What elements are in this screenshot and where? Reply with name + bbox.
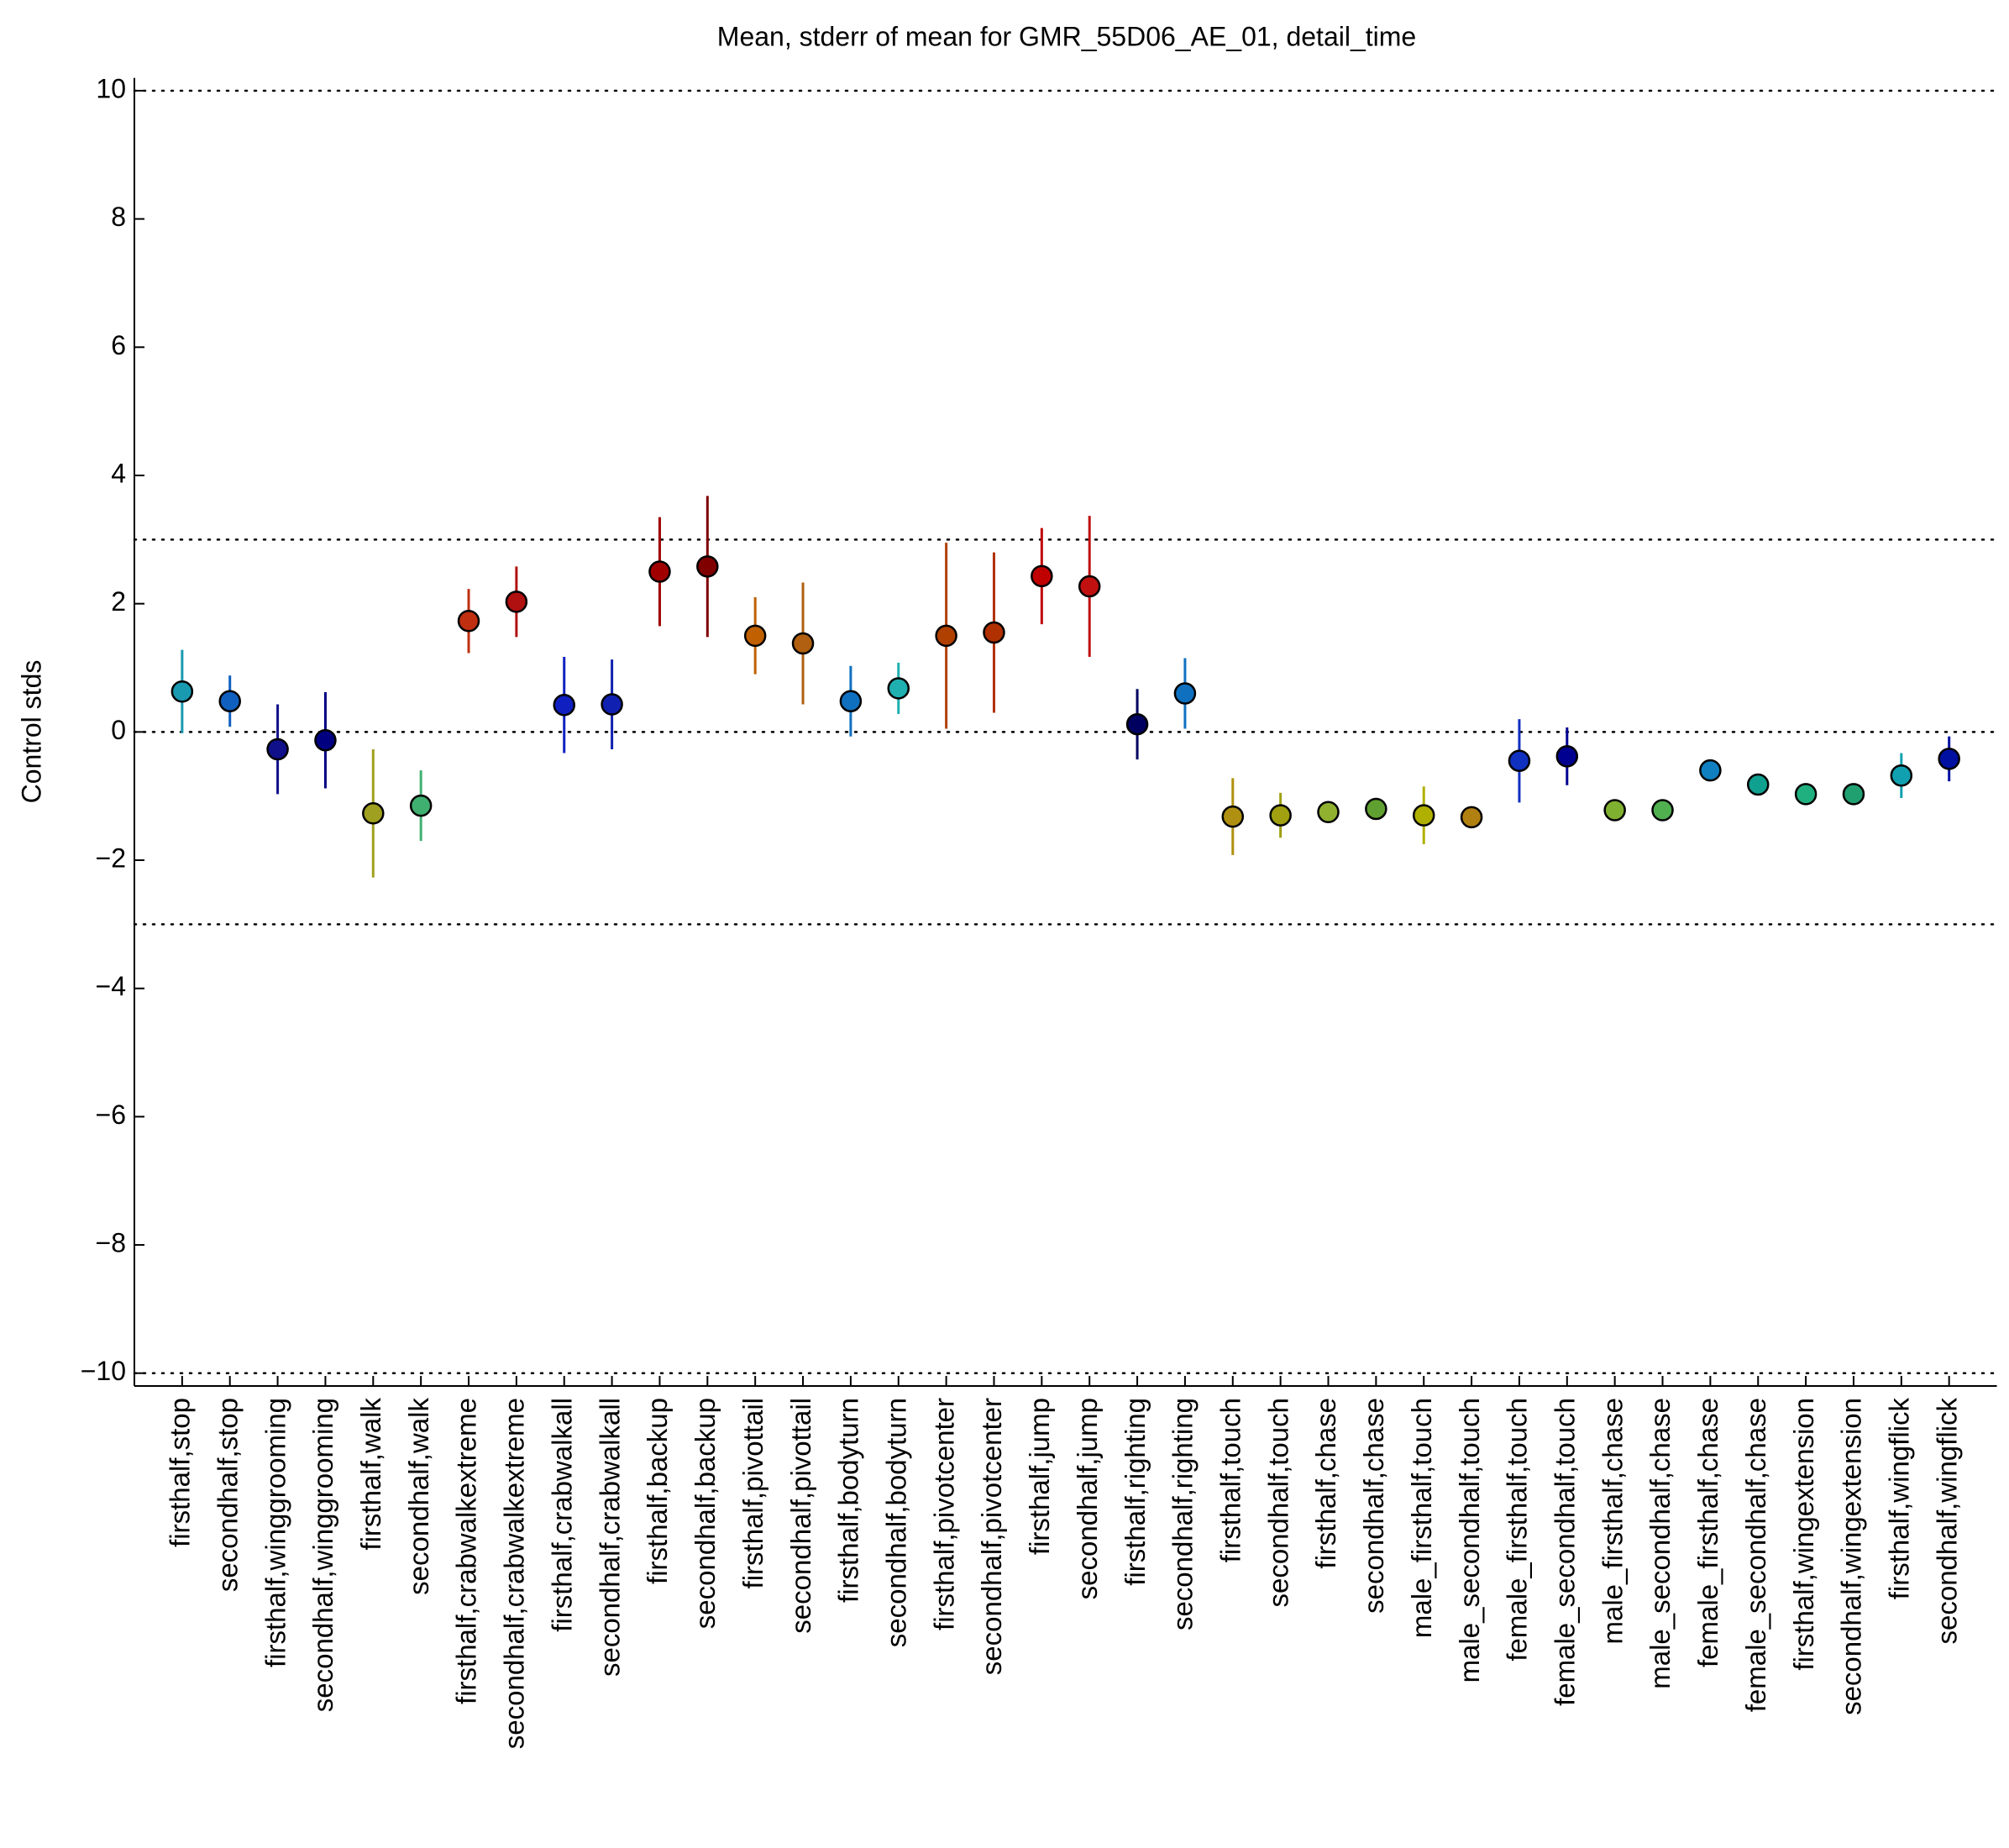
mean-marker	[1125, 712, 1149, 736]
mean-marker	[1890, 764, 1913, 787]
mean-marker	[1078, 575, 1101, 598]
x-tick-label: secondhalf,chase	[1358, 1398, 1389, 1614]
x-tick-label: firsthalf,wingflick	[1884, 1398, 1915, 1600]
mean-marker	[314, 729, 337, 752]
x-tick-label: secondhalf,winggrooming	[307, 1398, 338, 1712]
mean-marker	[1555, 745, 1579, 768]
mean-marker	[362, 802, 385, 825]
x-tick-label: firsthalf,pivottail	[737, 1398, 768, 1588]
chart-title: Mean, stderr of mean for GMR_55D06_AE_01…	[717, 21, 1416, 51]
x-tick-label: female_secondhalf,chase	[1740, 1398, 1771, 1712]
mean-marker	[1412, 804, 1435, 827]
y-axis-label: Control stds	[16, 660, 46, 804]
x-tick-label: secondhalf,touch	[1262, 1398, 1293, 1608]
mean-marker	[457, 610, 480, 633]
mean-marker	[743, 624, 767, 648]
x-tick-label: secondhalf,crabwalkall	[594, 1398, 625, 1677]
x-tick-label: firsthalf,touch	[1214, 1398, 1246, 1562]
mean-marker	[1031, 564, 1053, 588]
y-tick-label: −10	[81, 1356, 126, 1386]
mean-marker	[887, 677, 910, 700]
x-tick-label: female_firsthalf,chase	[1692, 1398, 1723, 1667]
x-tick-label: secondhalf,stop	[212, 1398, 243, 1592]
mean-marker	[1508, 749, 1531, 772]
mean-marker	[218, 690, 241, 712]
mean-marker	[1269, 804, 1292, 827]
mean-marker	[170, 680, 194, 703]
y-tick-label: 10	[96, 73, 126, 103]
mean-marker	[266, 738, 289, 761]
y-tick-label: 4	[111, 458, 126, 488]
mean-marker	[1365, 797, 1387, 821]
x-tick-label: male_secondhalf,touch	[1454, 1398, 1485, 1683]
mean-marker	[1842, 783, 1865, 806]
x-tick-label: firsthalf,pivotcenter	[928, 1398, 959, 1630]
x-tick-label: firsthalf,chase	[1310, 1398, 1341, 1569]
x-tick-label: male_firsthalf,touch	[1406, 1398, 1437, 1638]
x-tick-label: secondhalf,crabwalkextreme	[499, 1398, 530, 1749]
x-tick-label: secondhalf,bodyturn	[880, 1398, 911, 1647]
x-tick-label: male_firsthalf,chase	[1597, 1398, 1628, 1644]
mean-marker	[505, 591, 528, 613]
x-tick-label: firsthalf,wingextension	[1788, 1398, 1819, 1671]
mean-marker	[648, 560, 671, 583]
x-tick-label: firsthalf,backup	[642, 1398, 673, 1584]
mean-marker	[1317, 801, 1340, 824]
x-tick-label: firsthalf,winggrooming	[260, 1398, 291, 1667]
mean-marker	[1173, 682, 1197, 705]
x-tick-label: firsthalf,bodyturn	[833, 1398, 864, 1603]
y-tick-label: −6	[96, 1100, 126, 1130]
mean-marker	[1603, 799, 1626, 822]
x-tick-label: secondhalf,wingflick	[1931, 1398, 1962, 1645]
mean-marker	[1746, 773, 1770, 796]
x-tick-label: firsthalf,stop	[165, 1398, 196, 1547]
x-tick-label: firsthalf,crabwalkextreme	[451, 1398, 482, 1704]
x-tick-label: firsthalf,jump	[1024, 1398, 1055, 1555]
y-tick-label: −8	[96, 1228, 126, 1258]
x-tick-label: secondhalf,backup	[690, 1398, 721, 1629]
mean-marker	[791, 632, 815, 655]
y-tick-label: −2	[96, 843, 126, 873]
x-tick-label: female_firsthalf,touch	[1502, 1398, 1533, 1662]
mean-marker	[1938, 748, 1960, 770]
y-tick-label: 6	[111, 330, 126, 360]
x-tick-label: secondhalf,pivotcenter	[976, 1398, 1007, 1675]
mean-marker	[1221, 805, 1245, 828]
x-tick-label: secondhalf,pivottail	[785, 1398, 816, 1634]
mean-marker	[1794, 783, 1818, 806]
mean-marker	[553, 694, 575, 717]
mean-marker	[935, 624, 957, 648]
x-tick-label: secondhalf,walk	[403, 1398, 434, 1595]
mean-marker	[601, 693, 623, 716]
mean-marker	[1651, 799, 1674, 822]
y-tick-label: 2	[111, 586, 126, 617]
x-tick-label: secondhalf,righting	[1167, 1398, 1199, 1630]
mean-marker	[1460, 806, 1483, 829]
mean-marker	[409, 794, 433, 817]
y-tick-label: 8	[111, 202, 126, 232]
x-tick-label: firsthalf,righting	[1120, 1398, 1151, 1586]
y-tick-label: 0	[111, 715, 126, 745]
x-tick-label: firsthalf,crabwalkall	[546, 1398, 577, 1632]
y-tick-label: −4	[96, 971, 126, 1001]
x-tick-label: female_secondhalf,touch	[1550, 1398, 1581, 1706]
mean-marker	[696, 555, 719, 578]
mean-marker	[839, 690, 863, 712]
x-tick-label: male_secondhalf,chase	[1644, 1398, 1676, 1689]
x-tick-label: firsthalf,walk	[355, 1398, 386, 1551]
x-tick-label: secondhalf,jump	[1072, 1398, 1103, 1599]
mean-marker	[1699, 759, 1722, 782]
x-tick-label: secondhalf,wingextension	[1836, 1398, 1867, 1715]
mean-marker	[983, 621, 1005, 644]
